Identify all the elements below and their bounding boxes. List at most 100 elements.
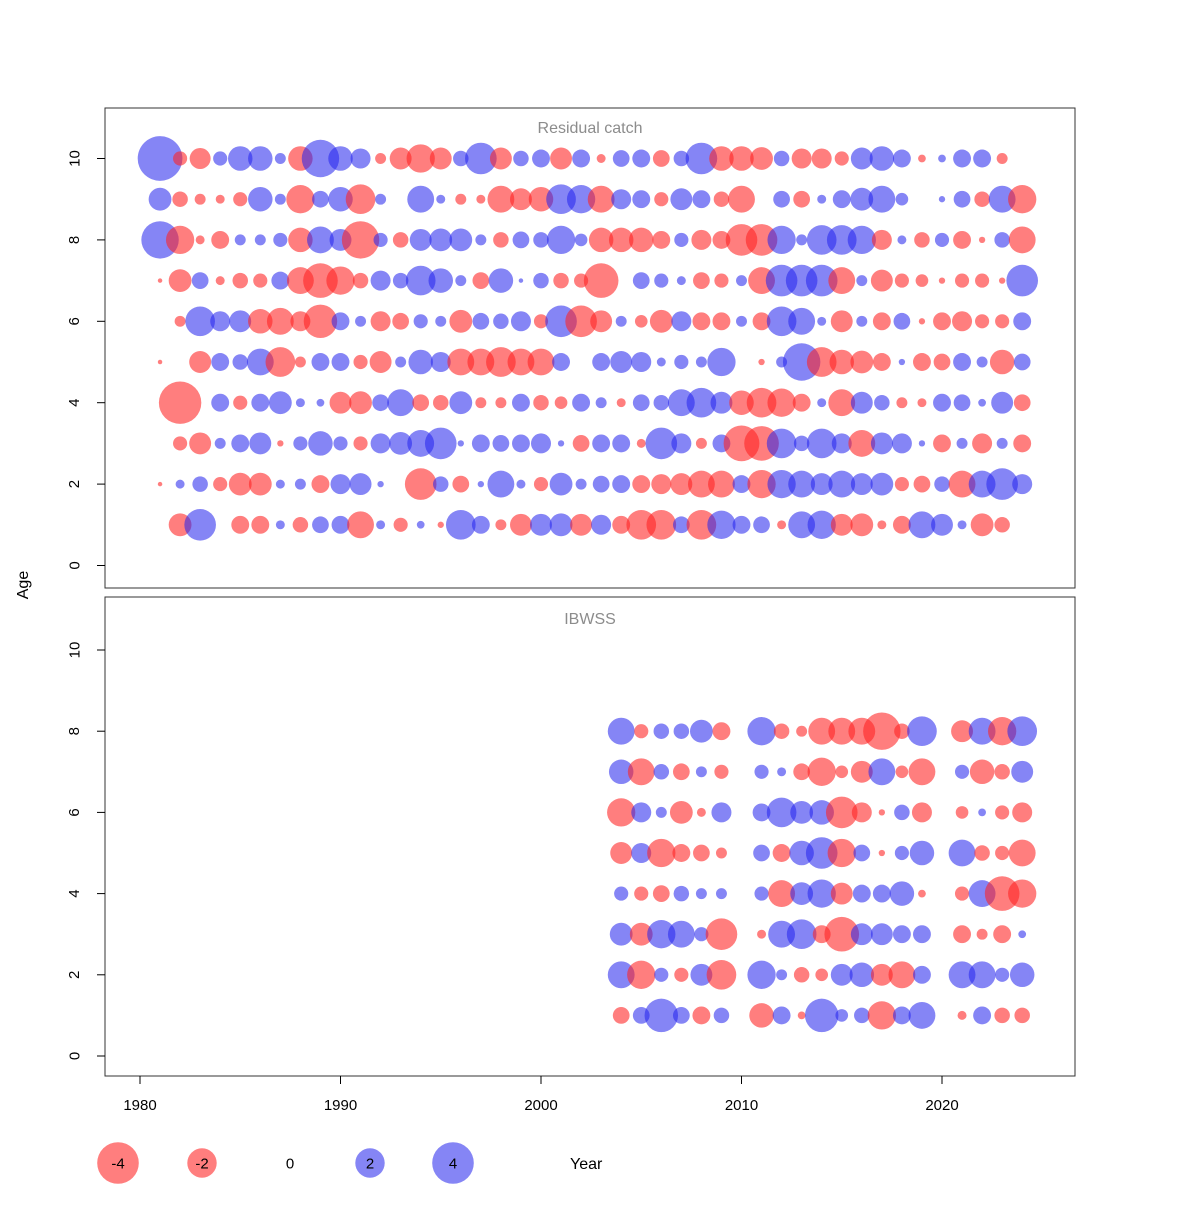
panel2-border [104, 596, 1076, 1077]
catch-residual-bubble [157, 359, 163, 365]
catch-residual-bubble [953, 149, 971, 168]
catch-residual-bubble [895, 192, 909, 206]
ibwss-residual-bubble [714, 764, 729, 779]
catch-residual-bubble [546, 184, 576, 215]
catch-residual-bubble [412, 394, 430, 412]
catch-residual-bubble [674, 232, 689, 247]
catch-residual-bubble [646, 509, 677, 540]
catch-residual-bubble [488, 268, 514, 293]
catch-residual-bubble [872, 312, 891, 331]
ibwss-residual-bubble [627, 758, 655, 786]
catch-residual-bubble [512, 393, 530, 412]
catch-residual-bubble [671, 433, 692, 454]
catch-residual-bubble [918, 440, 926, 447]
ibwss-residual-bubble [1009, 962, 1035, 988]
catch-residual-bubble [729, 146, 754, 171]
catch-residual-bubble [788, 307, 816, 335]
catch-residual-bubble [829, 349, 854, 375]
catch-residual-bubble [826, 225, 857, 255]
catch-residual-bubble [532, 149, 550, 168]
catch-residual-bubble [392, 312, 410, 330]
ibwss-residual-bubble [894, 804, 910, 821]
catch-residual-bubble [667, 389, 695, 417]
catch-residual-bubble [914, 232, 930, 248]
catch-residual-bubble [437, 521, 444, 528]
y-tick-label: 0 [66, 1052, 83, 1060]
catch-residual-bubble [345, 184, 376, 215]
catch-residual-bubble [934, 232, 950, 247]
catch-residual-bubble [189, 351, 212, 373]
catch-residual-bubble [707, 510, 736, 539]
catch-residual-bubble [934, 476, 950, 492]
catch-residual-bubble [957, 520, 967, 530]
catch-residual-bubble [553, 272, 569, 289]
catch-residual-bubble [248, 309, 273, 334]
catch-residual-bubble [631, 352, 652, 372]
catch-residual-bubble [331, 312, 350, 331]
catch-residual-bubble [572, 435, 590, 452]
catch-residual-bubble [231, 434, 250, 453]
catch-residual-bubble [938, 277, 946, 284]
ibwss-residual-bubble [1007, 716, 1038, 747]
catch-residual-bubble [301, 139, 340, 178]
y-tick-label: 4 [66, 399, 83, 407]
catch-residual-bubble [773, 150, 790, 167]
catch-residual-bubble [996, 153, 1008, 164]
catch-residual-bubble [254, 234, 266, 246]
catch-residual-bubble [527, 348, 555, 376]
catch-residual-bubble [533, 477, 549, 492]
ibwss-residual-bubble [911, 802, 932, 823]
ibwss-residual-bubble [804, 998, 839, 1033]
catch-residual-bubble [988, 185, 1016, 213]
catch-residual-bubble [293, 436, 308, 451]
catch-residual-bubble [850, 350, 874, 374]
catch-residual-bubble [405, 265, 436, 296]
catch-residual-bubble [486, 347, 516, 377]
panel1-border [104, 107, 1076, 589]
ibwss-residual-bubble [1011, 760, 1034, 783]
catch-residual-bubble [375, 153, 387, 164]
x-tick-label: 1990 [324, 1097, 357, 1114]
catch-residual-bubble [307, 226, 334, 254]
ibwss-residual-bubble [978, 808, 986, 817]
ibwss-residual-bubble [607, 798, 636, 827]
ibwss-residual-bubble [852, 884, 871, 903]
catch-residual-bubble [645, 427, 678, 460]
ibwss-residual-bubble [815, 968, 829, 982]
ibwss-residual-bubble [892, 925, 911, 944]
legend-bubble [355, 1148, 385, 1178]
catch-residual-bubble [767, 469, 796, 499]
ibwss-residual-bubble [953, 925, 971, 944]
catch-residual-bubble [369, 351, 392, 373]
catch-residual-bubble [588, 227, 614, 253]
catch-residual-bubble [467, 348, 495, 376]
ibwss-residual-bubble [667, 920, 695, 948]
x-tick-label: 2010 [725, 1097, 758, 1114]
ibwss-residual-bubble [695, 766, 707, 778]
catch-residual-bubble [330, 474, 351, 495]
catch-residual-bubble [189, 148, 211, 169]
catch-residual-bubble [938, 196, 946, 203]
catch-residual-bubble [329, 391, 352, 414]
catch-residual-bubble [817, 398, 827, 408]
catch-residual-bubble [353, 354, 368, 370]
catch-residual-bubble [1013, 312, 1032, 331]
ibwss-residual-bubble [753, 844, 770, 862]
catch-residual-bubble [328, 186, 353, 212]
catch-residual-bubble [549, 472, 573, 496]
catch-residual-bubble [326, 266, 355, 295]
x-tick-label: 2000 [524, 1097, 557, 1114]
catch-residual-bubble [370, 433, 391, 454]
catch-residual-bubble [531, 433, 551, 454]
ibwss-residual-bubble [951, 720, 974, 743]
ibwss-residual-bubble [608, 759, 634, 785]
catch-residual-bubble [989, 349, 1015, 375]
ibwss-residual-bubble [913, 925, 931, 944]
catch-residual-bubble [933, 434, 951, 453]
ibwss-residual-bubble [968, 961, 996, 989]
catch-residual-bubble [387, 389, 415, 417]
catch-residual-bubble [331, 353, 350, 371]
catch-residual-bubble [976, 356, 988, 368]
catch-residual-bubble [632, 190, 651, 209]
